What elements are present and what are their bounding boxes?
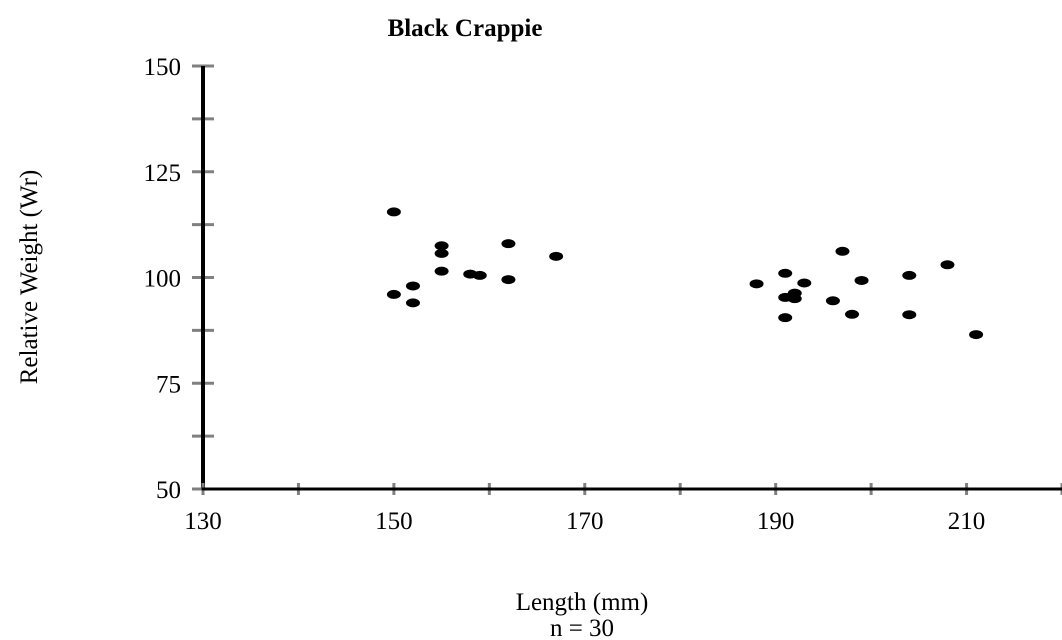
chart-title: Black Crappie xyxy=(388,15,543,42)
data-point xyxy=(434,241,449,251)
y-tick-label: 125 xyxy=(144,160,182,187)
y-axis: 50 75 100 125 150 xyxy=(144,54,214,504)
data-point xyxy=(778,313,793,323)
data-point xyxy=(940,260,955,270)
data-point xyxy=(902,270,917,280)
data-point xyxy=(787,294,802,304)
data-point xyxy=(778,268,793,278)
data-point xyxy=(501,275,516,285)
data-point xyxy=(405,281,420,291)
data-point xyxy=(434,248,449,258)
x-tick-label: 130 xyxy=(184,508,222,535)
x-tick-label: 170 xyxy=(566,508,604,535)
data-point xyxy=(549,251,564,261)
data-point xyxy=(749,279,764,289)
y-tick-label: 75 xyxy=(156,371,181,398)
data-point xyxy=(501,239,516,249)
x-axis: 130 150 170 190 210 xyxy=(184,483,1062,535)
data-point xyxy=(386,207,401,217)
x-tick-label: 150 xyxy=(375,508,413,535)
data-point xyxy=(472,270,487,280)
data-point xyxy=(405,298,420,308)
data-point xyxy=(835,246,850,256)
data-point xyxy=(386,289,401,299)
data-point xyxy=(969,330,984,340)
x-tick-label: 190 xyxy=(757,508,795,535)
data-point xyxy=(845,309,860,319)
x-tick-label: 210 xyxy=(948,508,986,535)
data-point xyxy=(854,275,869,285)
y-axis-label: Relative Weight (Wr) xyxy=(16,170,43,385)
x-axis-label: Length (mm) xyxy=(516,589,649,616)
data-point xyxy=(434,266,449,276)
y-tick-label: 50 xyxy=(156,477,181,504)
data-point xyxy=(825,296,840,306)
sample-size-note: n = 30 xyxy=(550,615,614,640)
data-point xyxy=(797,278,812,288)
y-tick-label: 150 xyxy=(144,54,182,81)
y-tick-label: 100 xyxy=(144,266,182,293)
data-point xyxy=(902,310,917,320)
data-points xyxy=(386,207,984,340)
